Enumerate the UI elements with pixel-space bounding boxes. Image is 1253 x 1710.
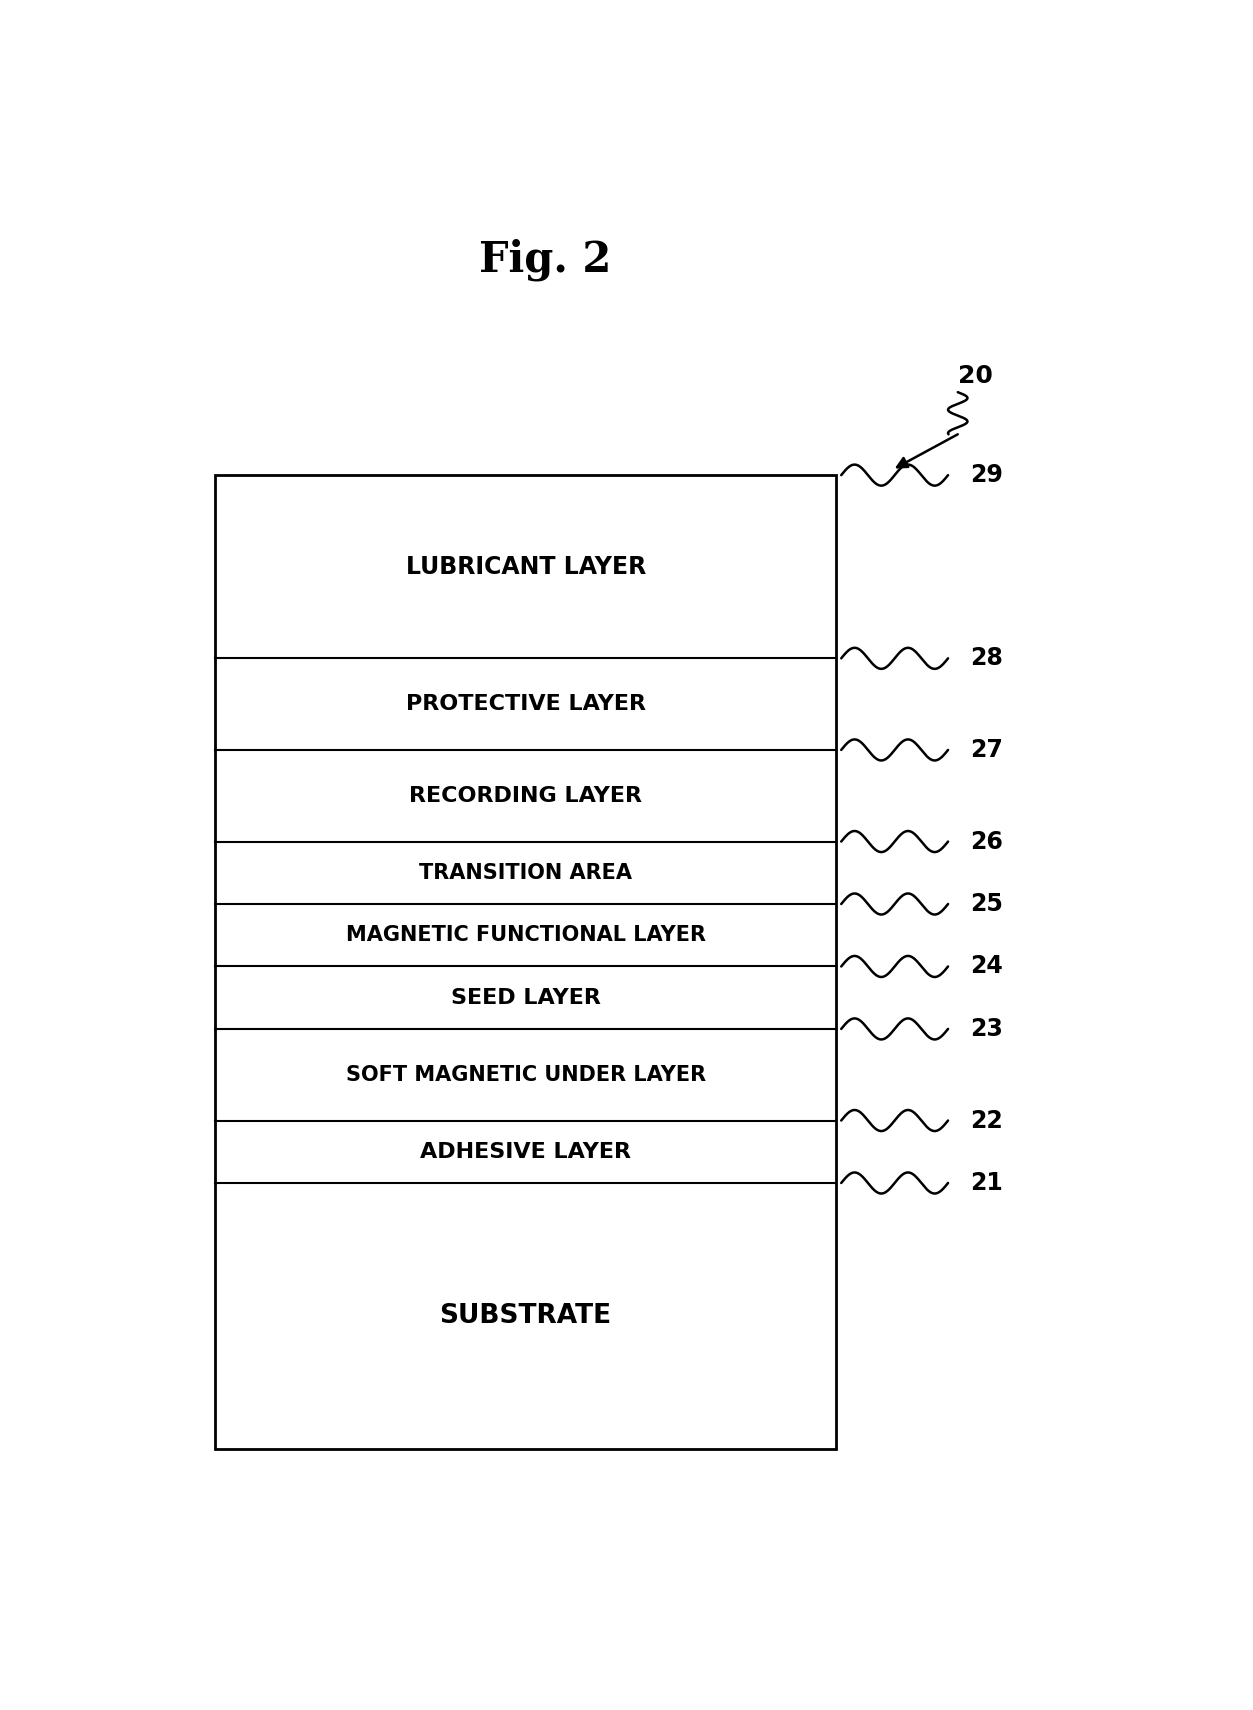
Text: TRANSITION AREA: TRANSITION AREA <box>420 864 632 882</box>
Text: RECORDING LAYER: RECORDING LAYER <box>410 787 642 805</box>
Bar <box>216 475 837 1450</box>
Text: 29: 29 <box>970 463 1004 487</box>
Text: 28: 28 <box>970 646 1004 670</box>
Text: 23: 23 <box>970 1017 1004 1041</box>
Text: LUBRICANT LAYER: LUBRICANT LAYER <box>406 554 645 578</box>
Text: 27: 27 <box>970 739 1004 763</box>
Text: 24: 24 <box>970 954 1004 978</box>
Text: 22: 22 <box>970 1108 1004 1132</box>
Text: 21: 21 <box>970 1171 1004 1195</box>
Text: MAGNETIC FUNCTIONAL LAYER: MAGNETIC FUNCTIONAL LAYER <box>346 925 705 946</box>
Text: SOFT MAGNETIC UNDER LAYER: SOFT MAGNETIC UNDER LAYER <box>346 1065 705 1084</box>
Text: Fig. 2: Fig. 2 <box>479 238 611 280</box>
Text: 25: 25 <box>970 893 1004 917</box>
Text: 26: 26 <box>970 829 1004 853</box>
Text: PROTECTIVE LAYER: PROTECTIVE LAYER <box>406 694 645 715</box>
Text: SEED LAYER: SEED LAYER <box>451 988 600 1007</box>
Text: ADHESIVE LAYER: ADHESIVE LAYER <box>420 1142 632 1161</box>
Text: 20: 20 <box>957 364 992 388</box>
Text: SUBSTRATE: SUBSTRATE <box>440 1303 611 1329</box>
